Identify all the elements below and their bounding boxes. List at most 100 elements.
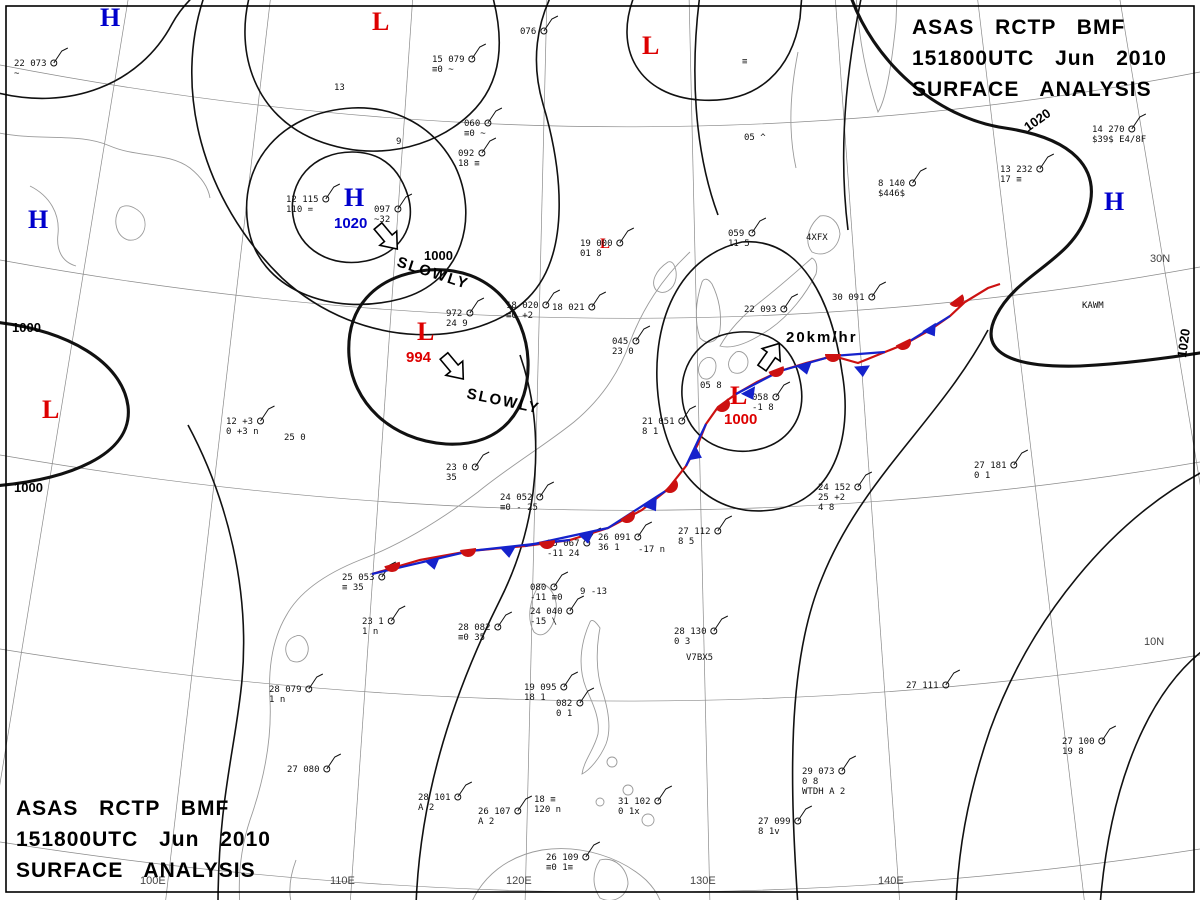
station-circle [536, 493, 544, 501]
coastline-layer [0, 0, 898, 900]
title-line: SURFACE ANALYSIS [16, 859, 256, 882]
coast-kamchatka [855, 0, 898, 114]
isobar [955, 472, 1200, 900]
svg-text:0 1: 0 1 [556, 709, 572, 719]
wind-barb [681, 405, 697, 422]
svg-text:≡: ≡ [742, 57, 748, 67]
cold-front-symbol [578, 531, 594, 544]
svg-text:23 0: 23 0 [612, 347, 634, 357]
station-plot: 18 020≡0 +2 [506, 289, 561, 321]
movement-arrow [373, 221, 399, 250]
station-plot: 24 052≡0 - 25 [500, 481, 555, 513]
wind-barb [390, 605, 406, 622]
svg-text:9: 9 [396, 137, 401, 147]
svg-text:05 ^: 05 ^ [744, 133, 766, 143]
svg-text:0 3: 0 3 [674, 637, 690, 647]
station-plot: 4XFX [806, 233, 828, 243]
station-plot: KAWM [1082, 301, 1104, 311]
svg-text:05 8: 05 8 [700, 381, 722, 391]
svg-text:~32: ~32 [374, 215, 390, 225]
cold-front-symbol [424, 557, 440, 570]
svg-text:-1 8: -1 8 [752, 403, 774, 413]
station-circle [394, 205, 402, 213]
svg-text:076: 076 [520, 27, 536, 37]
station-plot: 31 1020 1x [618, 785, 673, 817]
station-plot: -17 n [638, 545, 665, 555]
coast-taiwan [529, 583, 557, 636]
lat-line-20n [0, 454, 1200, 511]
wind-barb [619, 227, 635, 244]
station-plot: 24 040-15 \ [530, 595, 585, 627]
svg-text:045: 045 [612, 337, 628, 347]
lat-line-40n [0, 64, 1200, 128]
svg-text:≡0 ~: ≡0 ~ [432, 65, 454, 75]
wind-barb [543, 15, 559, 32]
svg-text:18 ≡: 18 ≡ [534, 795, 556, 805]
wind-barb [637, 521, 653, 538]
isobar [245, 107, 467, 306]
svg-text:8 140: 8 140 [878, 179, 905, 189]
svg-text:18 021: 18 021 [552, 303, 585, 313]
station-plot: 058-1 8 [752, 381, 791, 413]
coast-siberia-2 [29, 185, 77, 267]
title-block-bottom: ASAS RCTP BMF 151800UTC Jun 2010 SURFACE… [16, 793, 271, 886]
wind-barb [775, 381, 791, 398]
station-circle [478, 149, 486, 157]
svg-text:≡0 ~: ≡0 ~ [464, 129, 486, 139]
svg-text:18 ≡: 18 ≡ [458, 159, 480, 169]
svg-text:17 ≡: 17 ≡ [1000, 175, 1022, 185]
svg-text:26 107: 26 107 [478, 807, 511, 817]
coast-luzon [580, 619, 610, 775]
wind-barb [325, 183, 341, 200]
svg-text:21 051: 21 051 [642, 417, 675, 427]
station-circle [588, 303, 596, 311]
warm-front-symbol [620, 510, 635, 523]
svg-text:36 1: 36 1 [598, 543, 620, 553]
title-line: 151800UTC Jun 2010 [912, 47, 1167, 70]
station-circle [468, 55, 476, 63]
wind-barb [308, 673, 324, 690]
svg-text:≡0 1≡: ≡0 1≡ [546, 863, 574, 873]
svg-text:28 130: 28 130 [674, 627, 707, 637]
pressure-value: 1020 [334, 215, 367, 232]
coast-honshu [719, 257, 818, 348]
station-plot: 14 270$39$ E4/8F [1092, 113, 1146, 145]
wind-barb [713, 615, 729, 632]
svg-text:8 5: 8 5 [678, 537, 694, 547]
isobar-thick-1000-low [347, 268, 530, 446]
station-circle [748, 229, 756, 237]
wind-barb [469, 297, 485, 314]
isobar [656, 241, 846, 512]
wind-barb [1013, 449, 1029, 466]
wind-barb [563, 671, 579, 688]
svg-text:V7BX5: V7BX5 [686, 653, 713, 663]
station-plot: 30 091 [832, 281, 887, 303]
isobar-label: 1020 [1021, 106, 1053, 135]
station-circle [566, 607, 574, 615]
title-line: 151800UTC Jun 2010 [16, 828, 271, 851]
svg-text:059: 059 [728, 229, 744, 239]
station-circle [387, 617, 395, 625]
svg-text:0 1: 0 1 [974, 471, 990, 481]
station-circle [1010, 461, 1018, 469]
coast-lake [115, 205, 146, 241]
chart-border [5, 5, 1195, 893]
svg-text:-17 n: -17 n [638, 545, 665, 555]
station-circle [772, 393, 780, 401]
pressure-value: 994 [406, 349, 432, 366]
isobar [681, 331, 803, 453]
coast-china-indochina [238, 251, 691, 900]
svg-text:8 1: 8 1 [642, 427, 658, 437]
station-plot: ≡ [742, 57, 748, 67]
station-plot: 9 [396, 137, 401, 147]
title-line: ASAS RCTP BMF [912, 16, 1126, 39]
station-plot: 05 ^ [744, 133, 766, 143]
svg-text:0 1x: 0 1x [618, 807, 640, 817]
